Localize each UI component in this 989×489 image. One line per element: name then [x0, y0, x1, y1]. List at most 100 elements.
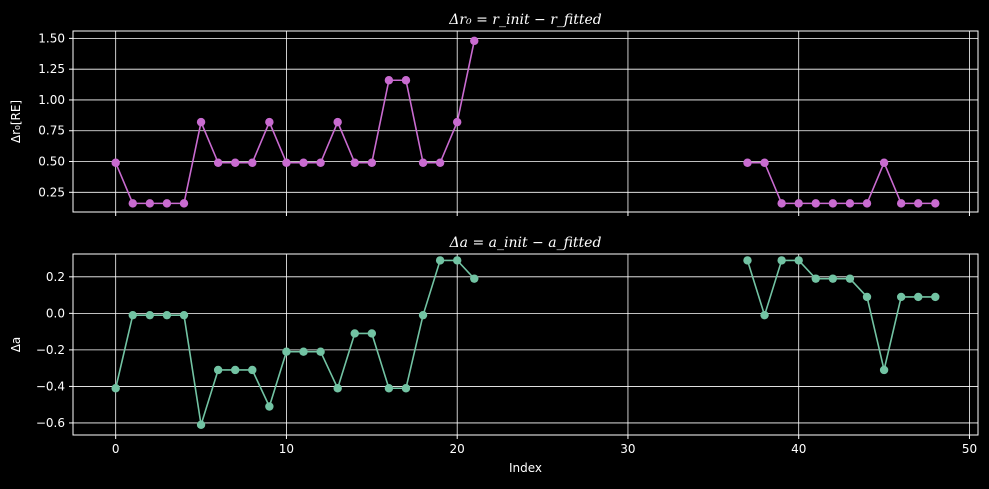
bottom-chart-data-point	[401, 384, 411, 393]
top-chart-data-point	[435, 158, 445, 167]
bottom-chart-title: Δa = a_init − a_fitted	[449, 235, 602, 251]
top-chart-data-point	[128, 199, 137, 208]
bottom-chart-data-point	[862, 292, 872, 302]
bottom-chart-data-point	[452, 256, 462, 265]
bottom-chart-data-point	[879, 365, 889, 375]
top-chart-data-point	[470, 36, 479, 46]
bottom-chart-data-point	[231, 365, 240, 375]
top-chart-data-point	[231, 158, 240, 167]
bottom-chart-data-point	[914, 292, 923, 302]
bottom-chart-y-tick-label: 0.0	[46, 306, 65, 320]
bottom-chart-x-ticks: 0 10 20 30 40 50	[112, 435, 977, 456]
top-chart-data-point	[316, 158, 325, 167]
bottom-chart-x-tick-label: 10	[279, 442, 294, 456]
bottom-chart-y-tick-label: −0.6	[36, 416, 65, 430]
bottom-chart-data-point	[845, 274, 855, 283]
top-chart-data-points	[111, 36, 940, 208]
bottom-chart-data-point	[299, 347, 308, 356]
top-chart-y-tick-label: 1.25	[38, 62, 65, 76]
top-chart-data-point	[743, 158, 752, 167]
bottom-chart-data-point	[196, 420, 206, 429]
top-chart-data-point	[367, 158, 377, 167]
bottom-chart-x-axis-label: Index	[509, 461, 542, 475]
bottom-chart-data-point	[213, 365, 223, 375]
bottom-chart-data-point	[760, 310, 769, 320]
bottom-chart-x-tick-label: 0	[112, 442, 120, 456]
top-chart-y-tick-label: 0.25	[38, 185, 65, 199]
top-chart-series-line	[114, 40, 476, 205]
bottom-chart-data-point	[316, 347, 325, 356]
top-chart-data-point	[862, 199, 872, 208]
bottom-chart-series-line	[114, 259, 475, 426]
bottom-chart-y-tick-label: 0.2	[46, 270, 65, 284]
top-chart-data-point	[265, 117, 274, 127]
bottom-chart-data-point	[794, 256, 803, 265]
top-chart-data-point	[213, 158, 223, 167]
bottom-chart-data-point	[145, 310, 155, 320]
bottom-chart-data-point	[367, 329, 377, 338]
top-chart-data-point	[418, 158, 428, 167]
bottom-chart-x-tick-label: 40	[791, 442, 806, 456]
bottom-chart-data-points	[111, 256, 940, 429]
top-chart-data-point	[145, 199, 155, 208]
bottom-chart-data-point	[384, 384, 394, 393]
top-chart-data-point	[111, 158, 120, 167]
top-chart-x-ticks	[115, 212, 970, 216]
top-chart-y-tick-label: 0.50	[38, 155, 65, 169]
top-chart-data-point	[299, 158, 308, 167]
bottom-chart-data-point	[111, 384, 120, 393]
top-chart-y-tick-label: 1.50	[38, 31, 65, 45]
top-chart-data-point	[794, 199, 803, 208]
top-chart-data-point	[282, 158, 291, 167]
bottom-chart-panel: 0 10 20 30 40 50 −0.6 −0.4 −0.2 0.0 0.2 Δa = a_in…	[9, 235, 979, 475]
bottom-chart-data-point	[896, 292, 906, 302]
bottom-chart-data-point	[179, 310, 189, 320]
top-chart-data-point	[384, 76, 394, 85]
top-chart-data-point	[452, 117, 462, 127]
top-chart-y-tick-label: 0.75	[38, 124, 65, 138]
top-chart-y-axis-label: Δr₀[RE]	[9, 100, 23, 143]
bottom-chart-data-point	[828, 274, 838, 283]
bottom-chart-x-tick-label: 30	[620, 442, 635, 456]
top-chart-data-point	[914, 199, 923, 208]
bottom-chart-data-point	[743, 256, 752, 265]
bottom-chart-data-point	[777, 256, 786, 265]
top-chart-data-point	[760, 158, 769, 167]
bottom-chart-frame	[72, 253, 979, 436]
bottom-chart-data-point	[128, 310, 137, 320]
top-chart-data-point	[845, 199, 855, 208]
top-chart-data-point	[811, 199, 820, 208]
bottom-chart-y-tick-label: −0.2	[36, 343, 65, 357]
bottom-chart-data-point	[265, 402, 274, 411]
bottom-chart-x-tick-label: 20	[450, 442, 465, 456]
top-chart-data-point	[196, 117, 206, 127]
bottom-chart-grid	[73, 254, 978, 435]
bottom-chart-data-point	[418, 310, 428, 320]
top-chart-data-point	[777, 199, 786, 208]
bottom-chart-data-point	[811, 274, 820, 283]
top-chart-data-point	[162, 199, 172, 208]
bottom-chart-y-axis-label: Δa	[9, 337, 23, 353]
bottom-chart-data-point	[931, 292, 940, 302]
top-chart-data-point	[179, 199, 189, 208]
bottom-chart-data-point	[333, 384, 342, 393]
bottom-chart-data-point	[350, 329, 359, 338]
top-chart-data-point	[333, 117, 342, 127]
bottom-chart-data-point	[248, 365, 257, 375]
top-chart-panel: 0.25 0.50 0.75 1.00 1.25 1.50 Δr₀ = r_init − …	[9, 12, 979, 216]
top-chart-data-point	[828, 199, 838, 208]
bottom-chart-data-point	[435, 256, 445, 265]
bottom-chart-y-tick-label: −0.4	[36, 379, 65, 393]
top-chart-title: Δr₀ = r_init − r_fitted	[448, 12, 602, 28]
top-chart-data-point	[248, 158, 257, 167]
top-chart-data-point	[896, 199, 906, 208]
bottom-chart-data-point	[162, 310, 172, 320]
top-chart-data-point	[401, 76, 411, 85]
top-chart-grid	[73, 31, 978, 212]
top-chart-y-ticks: 0.25 0.50 0.75 1.00 1.25 1.50	[38, 31, 73, 199]
bottom-chart-data-point	[470, 274, 479, 283]
top-chart-data-point	[350, 158, 359, 167]
top-chart-data-point	[879, 158, 889, 167]
bottom-chart-x-tick-label: 50	[962, 442, 977, 456]
